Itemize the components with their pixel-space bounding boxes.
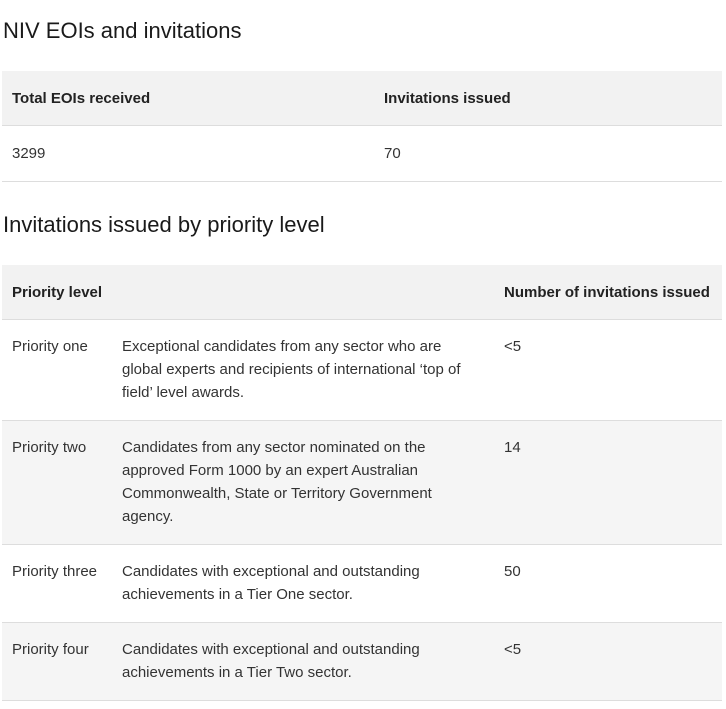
section-title: NIV EOIs and invitations xyxy=(3,18,242,43)
description-cell: Candidates with exceptional and outstand… xyxy=(112,544,495,623)
cell: 50 xyxy=(494,544,723,623)
row: Priority three Candidates with exceptiona… xyxy=(2,544,723,623)
cell: 70 xyxy=(374,125,722,182)
description-cell: Exceptional candidates from any sector w… xyxy=(112,319,495,421)
row: Priority two Candidates from any sector n… xyxy=(2,420,723,545)
section-title: Invitations issued by priority level xyxy=(3,212,325,237)
cell: Priority two xyxy=(2,420,112,545)
eoi-table: Total EOIs received Invitations issued 3… xyxy=(2,71,722,182)
header-cell: Invitations issued xyxy=(374,71,722,126)
cell: 14 xyxy=(494,420,723,545)
header-row: Total EOIs received Invitations issued xyxy=(2,71,722,126)
cell: 3299 xyxy=(2,125,374,182)
cell: Priority four xyxy=(2,622,112,701)
description-cell: Candidates from any sector nominated on … xyxy=(112,420,495,545)
header-cell: Priority level xyxy=(2,265,495,320)
description-cell: Candidates with exceptional and outstand… xyxy=(112,622,495,701)
row: Priority four Candidates with exceptional… xyxy=(2,622,723,701)
table-body: Priority level Number of invitations iss… xyxy=(2,265,723,701)
priority-table: Priority level Number of invitations iss… xyxy=(2,265,723,701)
cell: <5 xyxy=(494,622,723,701)
row: 3299 70 xyxy=(2,125,722,182)
header-row: Priority level Number of invitations iss… xyxy=(2,265,723,320)
header-cell: Total EOIs received xyxy=(2,71,374,126)
cell: Priority three xyxy=(2,544,112,623)
header-cell: Number of invitations issued xyxy=(494,265,723,320)
cell: <5 xyxy=(494,319,723,421)
cell: Priority one xyxy=(2,319,112,421)
row: Priority one Exceptional candidates from … xyxy=(2,319,723,421)
